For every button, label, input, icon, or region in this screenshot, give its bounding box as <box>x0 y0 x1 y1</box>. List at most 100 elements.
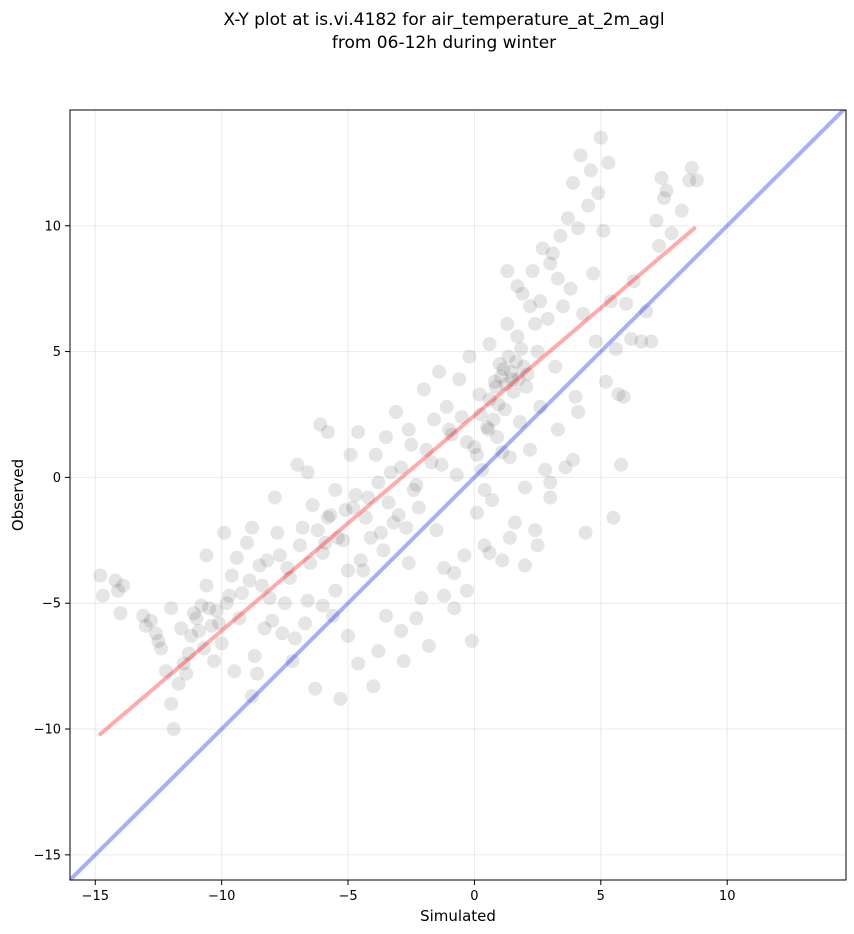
scatter-point <box>391 508 406 523</box>
scatter-points <box>93 130 704 737</box>
scatter-point <box>538 462 553 477</box>
scatter-point <box>308 681 323 696</box>
scatter-point <box>315 545 330 560</box>
scatter-point <box>506 384 521 399</box>
scatter-point <box>619 296 634 311</box>
y-tick-label: 10 <box>44 219 61 234</box>
scatter-point <box>260 553 275 568</box>
scatter-point <box>421 638 436 653</box>
y-axis: −15 −10 −5 0 5 10 <box>34 219 70 863</box>
scatter-point <box>588 334 603 349</box>
scatter-point <box>583 163 598 178</box>
x-axis-label: Simulated <box>420 907 496 925</box>
scatter-point <box>207 654 222 669</box>
scatter-point <box>439 399 454 414</box>
scatter-point <box>507 515 522 530</box>
scatter-point <box>234 586 249 601</box>
scatter-point <box>298 616 313 631</box>
grid <box>70 110 846 880</box>
scatter-point <box>409 611 424 626</box>
scatter-point <box>285 654 300 669</box>
y-tick-label: −15 <box>34 848 61 863</box>
y-tick-label: −5 <box>42 597 61 612</box>
scatter-point <box>277 596 292 611</box>
scatter-point <box>290 457 305 472</box>
scatter-point <box>614 457 629 472</box>
scatter-point <box>328 583 343 598</box>
scatter-point <box>434 457 449 472</box>
scatter-point <box>426 412 441 427</box>
scatter-point <box>511 372 526 387</box>
scatter-point <box>351 425 366 440</box>
scatter-point <box>548 359 563 374</box>
scatter-point <box>368 447 383 462</box>
scatter-point <box>148 626 163 641</box>
scatter-point <box>396 654 411 669</box>
scatter-point <box>543 256 558 271</box>
scatter-point <box>510 329 525 344</box>
scatter-point <box>591 186 606 201</box>
scatter-point <box>401 555 416 570</box>
scatter-point <box>341 563 356 578</box>
scatter-point <box>485 493 500 508</box>
scatter-point <box>545 246 560 261</box>
scatter-point <box>300 593 315 608</box>
scatter-point <box>255 578 270 593</box>
scatter-point <box>491 397 506 412</box>
scatter-point <box>571 404 586 419</box>
scatter-point <box>181 646 196 661</box>
scatter-point <box>293 538 308 553</box>
scatter-point <box>533 294 548 309</box>
scatter-point <box>459 583 474 598</box>
scatter-point <box>363 530 378 545</box>
scatter-point <box>209 603 224 618</box>
chart-title-line-2: from 06-12h during winter <box>332 33 556 53</box>
scatter-point <box>528 316 543 331</box>
scatter-point <box>493 369 508 384</box>
scatter-point <box>601 155 616 170</box>
scatter-point <box>330 530 345 545</box>
scatter-point <box>477 482 492 497</box>
scatter-point <box>151 633 166 648</box>
scatter-point <box>116 578 131 593</box>
scatter-point <box>275 626 290 641</box>
scatter-point <box>639 304 654 319</box>
scatter-point <box>447 601 462 616</box>
scatter-point <box>515 286 530 301</box>
scatter-point <box>442 422 457 437</box>
x-axis: −15 −10 −5 0 5 10 <box>82 880 735 904</box>
scatter-point <box>444 427 459 442</box>
scatter-point <box>689 173 704 188</box>
scatter-point <box>325 608 340 623</box>
scatter-point <box>464 633 479 648</box>
scatter-point <box>257 621 272 636</box>
scatter-point <box>568 389 583 404</box>
scatter-point <box>280 560 295 575</box>
scatter-point <box>519 379 534 394</box>
scatter-point <box>320 510 335 525</box>
scatter-point <box>550 271 565 286</box>
scatter-point <box>159 664 174 679</box>
scatter-point <box>480 420 495 435</box>
scatter-point <box>164 601 179 616</box>
scatter-point <box>389 404 404 419</box>
scatter-point <box>335 533 350 548</box>
scatter-point <box>189 611 204 626</box>
scatter-point <box>247 649 262 664</box>
scatter-point <box>626 274 641 289</box>
scatter-point <box>143 613 158 628</box>
scatter-point <box>492 357 507 372</box>
scatter-point <box>244 520 259 535</box>
scatter-point <box>242 573 257 588</box>
scatter-point <box>550 422 565 437</box>
x-tick-label: −5 <box>338 889 357 904</box>
scatter-point <box>282 571 297 586</box>
scatter-point <box>179 666 194 681</box>
scatter-point <box>517 558 532 573</box>
scatter-point <box>543 490 558 505</box>
scatter-point <box>525 264 540 279</box>
scatter-point <box>555 299 570 314</box>
scatter-point <box>500 316 515 331</box>
scatter-point <box>219 596 234 611</box>
scatter-point <box>432 364 447 379</box>
